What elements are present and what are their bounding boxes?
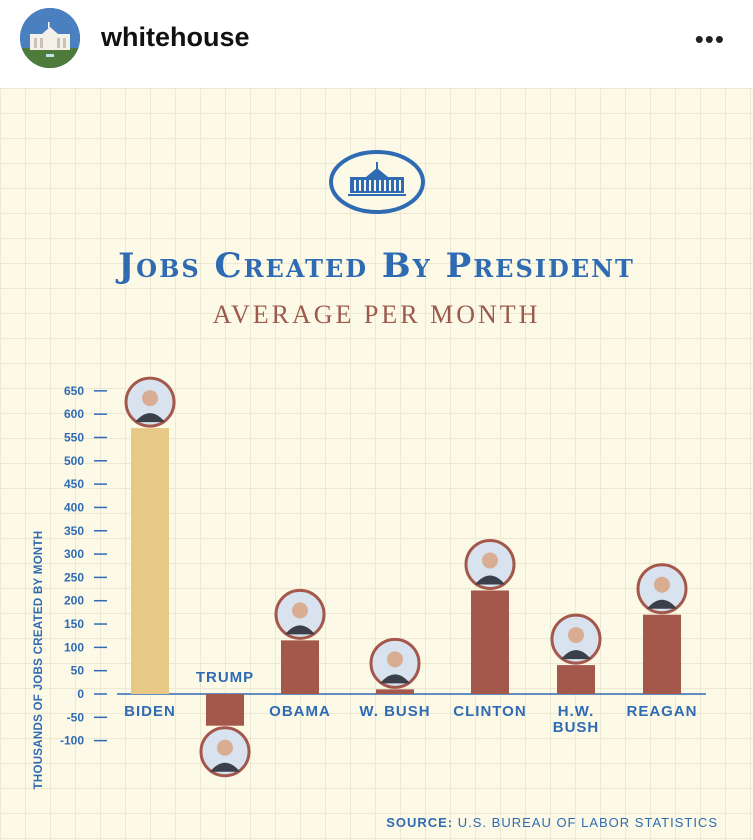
y-tick-label: -100 <box>60 734 84 748</box>
white-house-icon <box>20 8 80 68</box>
portrait-suit <box>380 674 410 684</box>
y-tick-label: 300 <box>64 547 84 561</box>
y-tick-label: 550 <box>64 430 84 444</box>
portrait-suit <box>285 625 315 635</box>
portrait-face <box>654 576 670 593</box>
bar-biden <box>131 428 169 694</box>
portrait-suit <box>210 762 240 772</box>
y-tick-label: 250 <box>64 570 84 584</box>
bar-hwbush <box>557 665 595 694</box>
category-label: H.W. <box>558 703 595 720</box>
category-label: OBAMA <box>269 703 331 720</box>
portrait-face <box>387 651 403 668</box>
chart-title: Jobs Created By President <box>118 246 635 286</box>
portrait-face <box>292 602 308 619</box>
y-tick-label: -50 <box>67 710 85 724</box>
y-tick-label: 200 <box>64 594 84 608</box>
portrait-face <box>142 390 158 407</box>
y-tick-label: 500 <box>64 454 84 468</box>
y-tick-label: 150 <box>64 617 84 631</box>
category-label: TRUMP <box>196 669 254 686</box>
chart-subtitle: AVERAGE PER MONTH <box>212 300 541 329</box>
y-tick-label: 450 <box>64 477 84 491</box>
portrait-suit <box>135 413 165 423</box>
category-label: W. BUSH <box>359 703 430 720</box>
more-options-icon[interactable]: ••• <box>694 24 725 54</box>
bar-wbush <box>376 689 414 694</box>
y-tick-label: 650 <box>64 384 84 398</box>
category-label: CLINTON <box>453 703 526 720</box>
portrait-face <box>568 627 584 644</box>
bar-reagan <box>643 614 681 694</box>
category-label: REAGAN <box>626 703 697 720</box>
category-label: BIDEN <box>124 703 176 720</box>
infographic-card: Jobs Created By President AVERAGE PER MO… <box>0 88 753 840</box>
white-house-icon <box>329 150 425 214</box>
y-tick-label: 0 <box>77 687 84 701</box>
username[interactable]: whitehouse <box>101 22 250 52</box>
y-tick-label: 50 <box>71 664 85 678</box>
y-tick-label: 400 <box>64 500 84 514</box>
source-note: SOURCE: U.S. BUREAU OF LABOR STATISTICS <box>386 815 718 830</box>
bar-clinton <box>471 590 509 694</box>
post-header: whitehouse ••• <box>0 0 753 88</box>
source-label: SOURCE: <box>386 815 454 830</box>
portrait-suit <box>561 650 591 660</box>
category-label: BUSH <box>553 719 600 736</box>
portrait-suit <box>647 599 677 609</box>
y-tick-label: 600 <box>64 407 84 421</box>
portrait-face <box>482 552 498 569</box>
source-text: U.S. BUREAU OF LABOR STATISTICS <box>457 815 718 830</box>
bar-chart: 650600550500450400350300250200150100500-… <box>60 376 706 778</box>
y-tick-label: 100 <box>64 640 84 654</box>
bar-trump <box>206 694 244 726</box>
portrait-suit <box>475 575 505 585</box>
profile-avatar[interactable] <box>20 8 80 68</box>
y-tick-label: 350 <box>64 524 84 538</box>
bar-obama <box>281 640 319 694</box>
portrait-face <box>217 739 233 756</box>
